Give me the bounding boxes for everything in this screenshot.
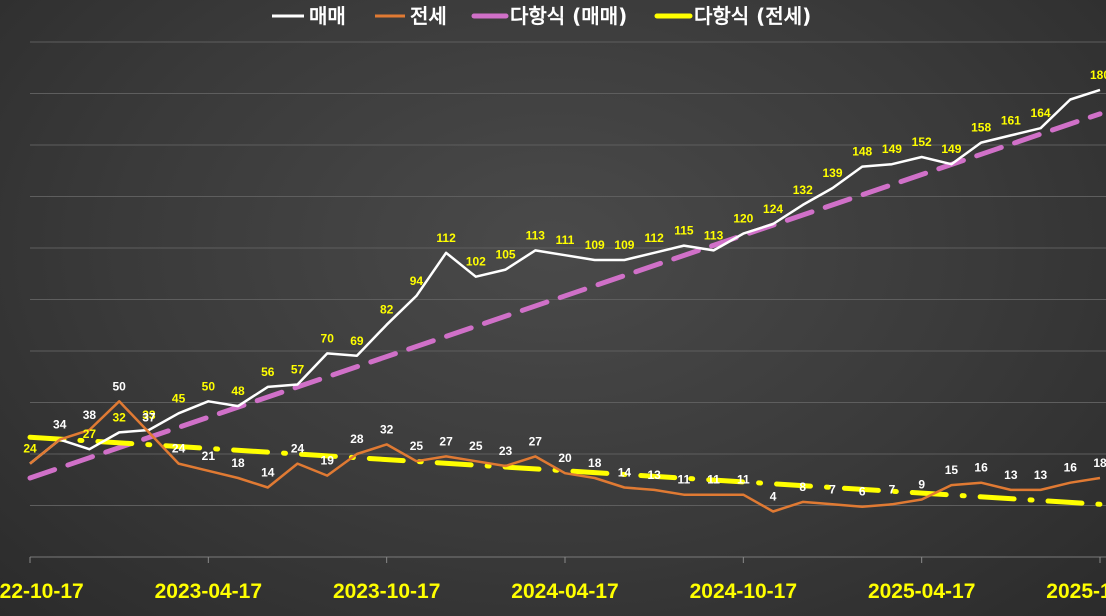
data-label: 69 bbox=[350, 334, 364, 348]
data-label: 152 bbox=[912, 135, 932, 149]
data-label: 70 bbox=[321, 331, 335, 345]
data-label: 7 bbox=[889, 482, 896, 496]
legend: 매매 전세 다항식 (매매) 다항식 (전세) bbox=[272, 4, 811, 28]
legend-label-trend-매매: 다항식 (매매) bbox=[510, 4, 627, 28]
data-label: 148 bbox=[852, 145, 872, 159]
data-label: 18 bbox=[588, 456, 602, 470]
data-label: 149 bbox=[882, 142, 902, 156]
data-label: 115 bbox=[674, 224, 694, 238]
data-label: 18 bbox=[1093, 456, 1106, 470]
data-label: 113 bbox=[704, 228, 724, 242]
data-label: 105 bbox=[496, 248, 516, 262]
data-label: 32 bbox=[112, 410, 126, 424]
data-label: 113 bbox=[526, 228, 546, 242]
data-label: 13 bbox=[1004, 468, 1018, 482]
data-label: 7 bbox=[829, 482, 836, 496]
data-label: 109 bbox=[585, 238, 605, 252]
data-label: 32 bbox=[380, 422, 394, 436]
data-label: 112 bbox=[644, 231, 664, 245]
data-label: 27 bbox=[439, 434, 453, 448]
x-tick-label: 2025-10-17 bbox=[1046, 580, 1106, 603]
data-label: 45 bbox=[172, 391, 186, 405]
data-label: 11 bbox=[707, 473, 720, 487]
legend-label-전세: 전세 bbox=[410, 4, 447, 28]
data-label: 48 bbox=[231, 384, 245, 398]
data-label: 23 bbox=[499, 444, 513, 458]
data-label: 27 bbox=[83, 427, 97, 441]
data-label: 24 bbox=[23, 442, 37, 456]
data-label: 120 bbox=[733, 212, 753, 226]
data-label: 111 bbox=[556, 233, 575, 247]
data-label: 13 bbox=[1034, 468, 1048, 482]
data-label: 25 bbox=[410, 439, 424, 453]
data-label: 6 bbox=[859, 485, 866, 499]
data-label: 33 bbox=[142, 408, 156, 422]
data-label: 139 bbox=[822, 166, 842, 180]
legend-label-trend-전세: 다항식 (전세) bbox=[694, 4, 811, 28]
data-label: 16 bbox=[1064, 461, 1078, 475]
x-axis-ticks: 2022-10-17 2023-04-17 2023-10-17 2024-04-17… bbox=[0, 557, 1106, 603]
trend-line-다항식 (전세) bbox=[27, 434, 1103, 507]
data-label: 50 bbox=[202, 379, 216, 393]
x-tick-label: 2023-04-17 bbox=[155, 580, 262, 603]
data-label: 14 bbox=[618, 466, 632, 480]
data-label: 57 bbox=[291, 363, 305, 377]
data-label: 4 bbox=[770, 489, 777, 503]
data-label: 164 bbox=[1031, 106, 1051, 120]
data-label: 25 bbox=[469, 439, 483, 453]
data-label: 27 bbox=[529, 434, 543, 448]
data-label: 18 bbox=[231, 456, 245, 470]
data-label: 109 bbox=[614, 238, 634, 252]
data-label: 16 bbox=[974, 461, 988, 475]
data-label: 8 bbox=[799, 480, 806, 494]
data-label: 132 bbox=[793, 183, 813, 197]
data-label: 9 bbox=[918, 478, 925, 492]
data-label: 180 bbox=[1090, 68, 1106, 82]
data-label: 124 bbox=[763, 202, 783, 216]
data-label: 149 bbox=[941, 142, 961, 156]
data-label: 94 bbox=[410, 274, 424, 288]
data-label: 102 bbox=[466, 255, 486, 269]
series-line-전세 bbox=[29, 400, 1101, 513]
data-label: 38 bbox=[83, 408, 97, 422]
data-label: 14 bbox=[261, 466, 275, 480]
data-label: 37 bbox=[142, 410, 156, 424]
data-label: 56 bbox=[261, 365, 275, 379]
data-label: 13 bbox=[647, 468, 661, 482]
data-label: 24 bbox=[291, 442, 305, 456]
data-label: 50 bbox=[112, 379, 126, 393]
data-label: 28 bbox=[350, 432, 364, 446]
x-tick-label: 2025-04-17 bbox=[868, 580, 975, 603]
data-label: 161 bbox=[1001, 113, 1021, 127]
trend-line-다항식 (매매) bbox=[27, 111, 1103, 481]
x-tick-label: 2022-10-17 bbox=[0, 580, 84, 603]
series-line-매매 bbox=[29, 88, 1101, 465]
data-label: 158 bbox=[971, 121, 991, 135]
data-label: 15 bbox=[945, 463, 959, 477]
data-label: 112 bbox=[436, 231, 456, 245]
legend-label-매매: 매매 bbox=[309, 4, 346, 28]
x-tick-label: 2023-10-17 bbox=[333, 580, 440, 603]
gridlines bbox=[30, 41, 1106, 558]
data-label: 11 bbox=[678, 473, 691, 487]
data-label: 24 bbox=[172, 442, 186, 456]
data-label: 21 bbox=[202, 449, 216, 463]
data-label: 20 bbox=[558, 451, 572, 465]
x-tick-label: 2024-04-17 bbox=[511, 580, 618, 603]
series-layer bbox=[27, 88, 1103, 513]
data-label: 19 bbox=[321, 454, 335, 468]
data-label: 11 bbox=[737, 473, 750, 487]
x-tick-label: 2024-10-17 bbox=[690, 580, 797, 603]
data-label: 82 bbox=[380, 303, 394, 317]
data-label: 34 bbox=[53, 418, 67, 432]
